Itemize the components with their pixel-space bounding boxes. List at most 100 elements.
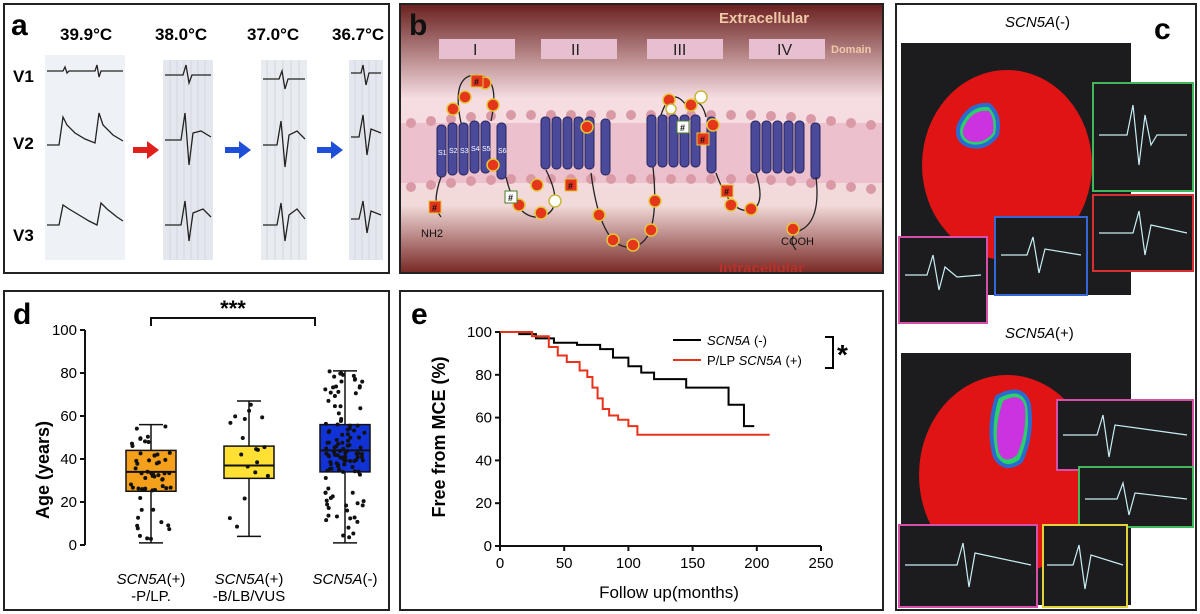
- data-point: [347, 423, 352, 428]
- group-sublabel: -P/LP.: [131, 588, 171, 605]
- data-point: [143, 486, 148, 491]
- x-tick-label: 150: [680, 555, 705, 572]
- egm-inset: [1092, 82, 1194, 192]
- intracellular-label: Intracellular: [719, 260, 804, 272]
- data-point: [336, 411, 341, 416]
- data-point: [344, 503, 349, 508]
- data-point: [355, 519, 360, 524]
- y-axis-label: Age (years): [33, 421, 53, 519]
- data-point: [352, 469, 357, 474]
- data-point: [326, 486, 331, 491]
- egm-trace: [1085, 480, 1188, 516]
- data-point: [351, 373, 356, 378]
- panel-e-km-curve: e Free from MCE (%) Follow up(months) 0 2…: [399, 290, 884, 611]
- hash-marker: #: [680, 123, 685, 133]
- data-point: [145, 469, 150, 474]
- data-point: [163, 424, 168, 429]
- data-point: [342, 456, 347, 461]
- data-point: [255, 447, 260, 452]
- data-point: [129, 482, 134, 487]
- data-point: [336, 442, 341, 447]
- data-point: [163, 457, 168, 462]
- hash-marker: #: [432, 203, 437, 213]
- data-point: [134, 458, 139, 463]
- data-point: [167, 450, 172, 455]
- data-point: [334, 438, 339, 443]
- data-point: [332, 394, 337, 399]
- data-point: [356, 469, 361, 474]
- map-title-bottom: SCN5A(+): [1005, 325, 1074, 342]
- segment-label: S5: [482, 146, 491, 153]
- boxes: [125, 370, 371, 544]
- data-point: [146, 440, 151, 445]
- temp-label: 38.0°C: [155, 25, 207, 44]
- data-point: [346, 438, 351, 443]
- panel-a-label: a: [11, 9, 28, 42]
- data-point: [331, 385, 336, 390]
- data-point: [145, 536, 150, 541]
- x-tick-label: 0: [496, 555, 504, 572]
- panel-e-label: e: [411, 298, 428, 331]
- legend-entry: SCN5A (-): [707, 333, 767, 348]
- group-sublabel: -B/LB/VUS: [213, 588, 286, 605]
- data-point: [339, 371, 344, 376]
- data-point: [324, 498, 329, 503]
- data-point: [354, 451, 359, 456]
- data-point: [147, 458, 152, 463]
- egm-inset: [1078, 466, 1194, 528]
- ecg-trace-38: [165, 64, 212, 242]
- hash-marker: #: [568, 181, 573, 191]
- data-point: [265, 473, 270, 478]
- group-label: SCN5A(+): [117, 571, 186, 588]
- data-point: [327, 454, 332, 459]
- y-tick-label: 0: [69, 537, 77, 554]
- panel-c-mapping: c SCN5A(-) SCN5A(+): [895, 3, 1197, 611]
- segment-label: S4: [471, 146, 480, 153]
- data-point: [341, 533, 346, 538]
- data-point: [323, 490, 328, 495]
- data-point: [148, 536, 153, 541]
- data-point: [362, 430, 367, 435]
- box: [223, 445, 275, 480]
- data-point: [136, 486, 141, 491]
- y-tick-label: 60: [475, 410, 492, 427]
- significance-bracket: [150, 317, 316, 326]
- panel-b-channel-diagram: b Extracellular Domain Intracellular I I…: [399, 3, 884, 274]
- data-point: [240, 436, 245, 441]
- extracellular-label: Extracellular: [719, 10, 809, 27]
- data-point: [134, 426, 139, 431]
- data-point: [239, 452, 244, 457]
- data-point: [164, 486, 169, 491]
- egm-inset: [898, 524, 1038, 608]
- y-tick-label: 80: [475, 367, 492, 384]
- data-point: [262, 445, 267, 450]
- data-point: [227, 516, 232, 521]
- data-point: [151, 507, 156, 512]
- data-point: [348, 516, 353, 521]
- domain-label: Domain: [831, 44, 872, 56]
- data-point: [341, 446, 346, 451]
- data-point: [140, 487, 145, 492]
- data-point: [340, 440, 345, 445]
- lead-label: V2: [13, 134, 34, 153]
- data-point: [335, 422, 340, 427]
- data-point: [358, 445, 363, 450]
- data-point: [159, 520, 164, 525]
- data-point: [353, 391, 358, 396]
- y-tick-label: 40: [475, 452, 492, 469]
- data-point: [153, 488, 158, 493]
- domain-numeral: II: [571, 42, 580, 59]
- data-point: [323, 476, 328, 481]
- segment-label: S1: [438, 150, 447, 157]
- domain-numeral: I: [473, 42, 477, 59]
- arrow-right-icon: [225, 141, 251, 159]
- data-point: [328, 390, 333, 395]
- data-point: [337, 467, 342, 472]
- data-point: [247, 408, 252, 413]
- x-tick-label: 100: [616, 555, 641, 572]
- data-point: [156, 460, 161, 465]
- data-point: [339, 379, 344, 384]
- data-point: [245, 464, 250, 469]
- egm-inset: [898, 236, 988, 324]
- group-label: SCN5A(+): [215, 571, 284, 588]
